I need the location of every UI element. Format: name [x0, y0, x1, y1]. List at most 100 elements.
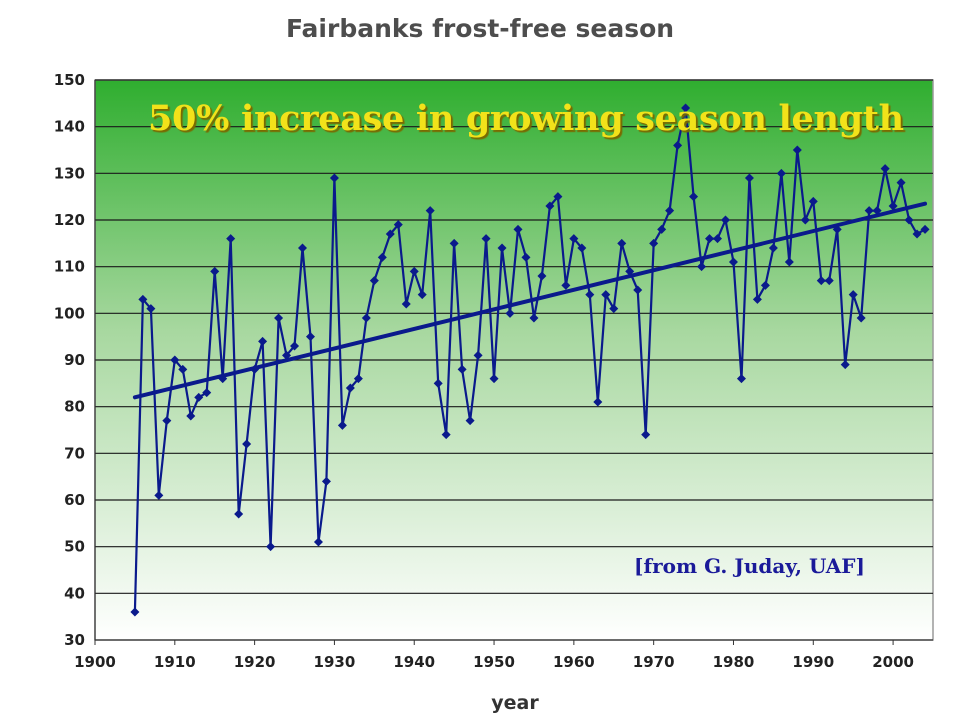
data-point-1973: [673, 140, 683, 150]
data-point-1985: [768, 243, 778, 253]
data-point-1963: [593, 397, 603, 407]
data-point-1967: [625, 266, 635, 276]
data-point-1909: [162, 416, 172, 426]
source-annotation: [from G. Juday, UAF]: [634, 554, 865, 578]
data-point-1930: [329, 173, 339, 183]
data-point-1994: [840, 360, 850, 370]
data-point-1956: [537, 271, 547, 281]
data-point-1951: [497, 243, 507, 253]
data-point-1964: [601, 290, 611, 300]
y-tick-label: 140: [54, 118, 85, 136]
data-point-1944: [441, 430, 451, 440]
y-tick-label: 100: [54, 304, 85, 322]
x-tick-label: 1980: [713, 653, 755, 671]
trendline: [132, 201, 928, 400]
data-point-1935: [369, 276, 379, 286]
data-point-1989: [800, 215, 810, 225]
chart-title: Fairbanks frost-free season: [285, 14, 675, 43]
data-point-1998: [872, 206, 882, 216]
data-point-1953: [513, 224, 523, 234]
data-point-1966: [617, 238, 627, 248]
data-point-2003: [912, 229, 922, 239]
y-tick-label: 70: [64, 444, 85, 462]
data-point-1960: [569, 234, 579, 244]
y-tick-label: 30: [64, 631, 85, 649]
data-point-1905: [130, 607, 140, 617]
data-point-1912: [186, 411, 196, 421]
series-line: [133, 106, 926, 613]
data-point-1982: [744, 173, 754, 183]
data-point-1979: [720, 215, 730, 225]
data-point-1920: [250, 364, 260, 374]
data-point-1941: [417, 290, 427, 300]
data-point-1988: [792, 145, 802, 155]
data-point-1974: [681, 103, 691, 113]
y-tick-label: 130: [54, 164, 85, 182]
data-point-1976: [697, 262, 707, 272]
data-point-1954: [521, 252, 531, 262]
data-point-1940: [409, 266, 419, 276]
data-point-1927: [305, 332, 315, 342]
data-point-1986: [776, 168, 786, 178]
y-tick-label: 90: [64, 351, 85, 369]
data-point-1996: [856, 313, 866, 323]
y-tick-label: 110: [54, 258, 85, 276]
data-point-1983: [752, 294, 762, 304]
data-point-1990: [808, 196, 818, 206]
x-tick-label: 1910: [154, 653, 196, 671]
data-point-1919: [242, 439, 252, 449]
data-point-1932: [345, 383, 355, 393]
data-point-1958: [553, 192, 563, 202]
data-point-1911: [178, 364, 188, 374]
x-tick-label: 1990: [792, 653, 834, 671]
data-point-1936: [377, 252, 387, 262]
data-point-1962: [585, 290, 595, 300]
data-point-1980: [728, 257, 738, 267]
data-point-1942: [425, 206, 435, 216]
data-point-1992: [824, 276, 834, 286]
x-tick-label: 1920: [234, 653, 276, 671]
data-point-1952: [505, 308, 515, 318]
y-tick-label: 120: [54, 211, 85, 229]
data-point-1968: [633, 285, 643, 295]
data-point-1923: [274, 313, 284, 323]
data-point-1929: [321, 476, 331, 486]
data-point-1978: [713, 234, 723, 244]
data-point-1975: [689, 192, 699, 202]
x-tick-label: 1960: [553, 653, 595, 671]
data-point-1965: [609, 304, 619, 314]
data-point-1907: [146, 304, 156, 314]
data-point-1943: [433, 378, 443, 388]
data-point-1995: [848, 290, 858, 300]
data-point-1970: [649, 238, 659, 248]
data-series: [130, 103, 930, 617]
trendline-line: [132, 201, 928, 400]
data-point-1959: [561, 280, 571, 290]
data-point-1928: [313, 537, 323, 547]
y-tick-label: 50: [64, 538, 85, 556]
data-point-1945: [449, 238, 459, 248]
y-tick-label: 80: [64, 398, 85, 416]
data-point-1999: [880, 164, 890, 174]
data-point-1948: [473, 350, 483, 360]
data-point-1938: [393, 220, 403, 230]
data-point-1926: [298, 243, 308, 253]
x-tick-label: 1940: [393, 653, 435, 671]
y-tick-label: 40: [64, 584, 85, 602]
data-point-1957: [545, 201, 555, 211]
data-point-1946: [457, 364, 467, 374]
data-point-1916: [218, 374, 228, 384]
data-point-1969: [641, 430, 651, 440]
data-point-1937: [385, 229, 395, 239]
x-axis-ticks: 1900 1910 1920 1930 1940 1950 1960 1970 1980 1990…: [74, 640, 914, 671]
data-point-1933: [353, 374, 363, 384]
data-point-1947: [465, 416, 475, 426]
data-point-1906: [138, 294, 148, 304]
x-tick-label: 1930: [314, 653, 356, 671]
data-point-1910: [170, 355, 180, 365]
data-point-1971: [657, 224, 667, 234]
data-point-1987: [784, 257, 794, 267]
data-point-1955: [529, 313, 539, 323]
data-point-1993: [832, 224, 842, 234]
